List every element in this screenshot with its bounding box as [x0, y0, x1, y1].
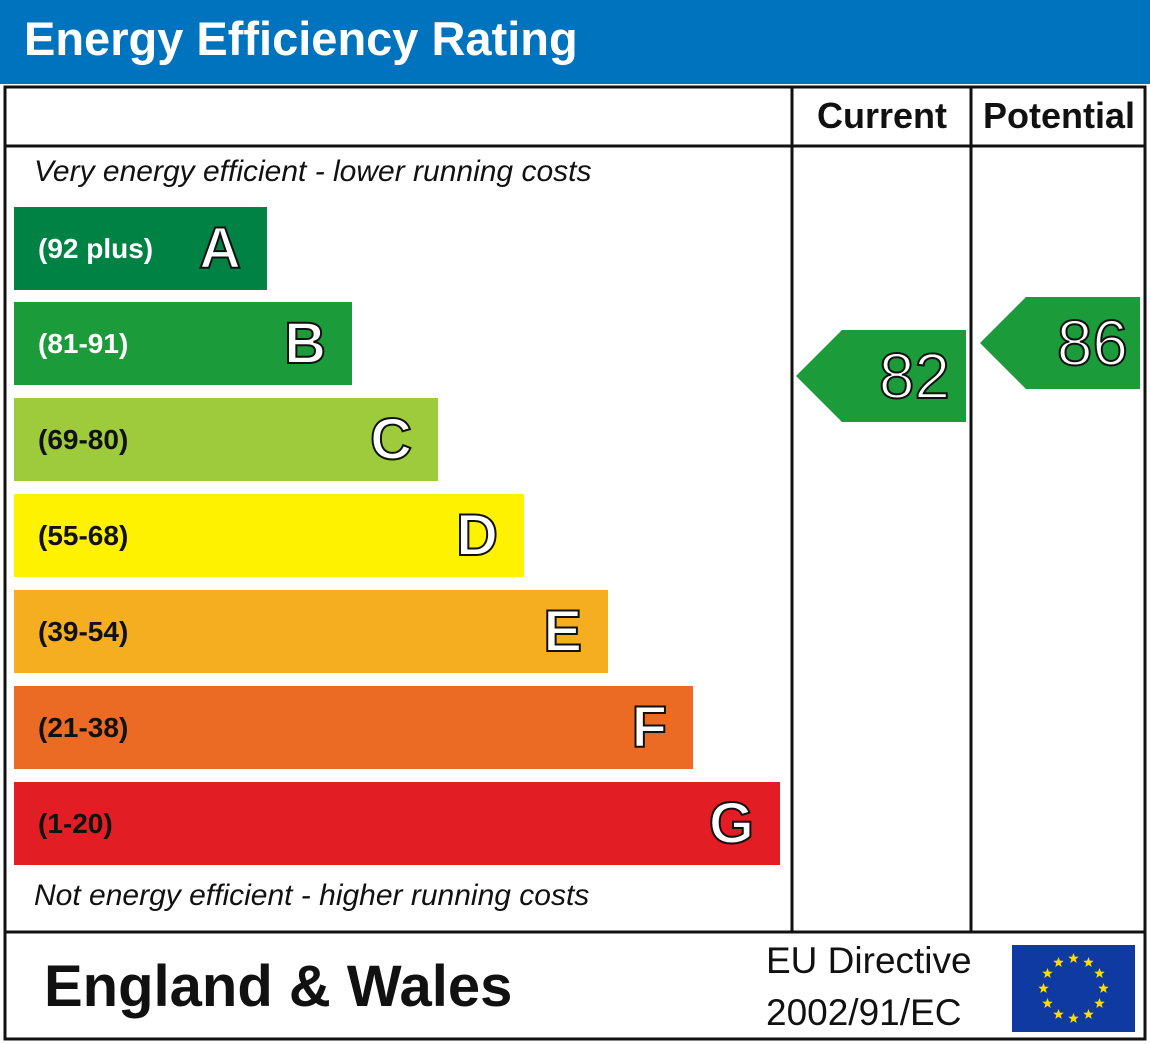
rating-band-f: (21-38) F	[14, 686, 693, 769]
star-icon	[1083, 1008, 1094, 1019]
directive-line-1: EU Directive	[766, 940, 972, 981]
current-arrow-shape	[796, 330, 966, 422]
directive-line-2: 2002/91/EC	[766, 992, 962, 1033]
outer-border	[3, 85, 1147, 1041]
band-letter: D	[455, 502, 499, 569]
star-icon	[1094, 968, 1105, 978]
band-letter: C	[369, 406, 413, 473]
band-letter: F	[631, 694, 668, 761]
potential-column-header: Potential	[982, 95, 1135, 136]
star-icon	[1042, 998, 1053, 1008]
rating-band-d: (55-68) D	[14, 494, 524, 577]
rating-band-a: (92 plus) A	[14, 207, 267, 290]
band-range-label: (1-20)	[38, 808, 113, 839]
band-range-label: (69-80)	[38, 424, 129, 455]
star-icon	[1053, 957, 1064, 967]
band-range-label: (55-68)	[38, 520, 129, 551]
star-icon	[1083, 957, 1094, 967]
potential-rating-arrow	[980, 297, 1140, 389]
current-rating-value: 82	[878, 339, 951, 413]
band-range-label: (21-38)	[38, 712, 129, 743]
star-icon	[1094, 998, 1105, 1008]
rating-band-g: (1-20) G	[14, 782, 780, 865]
current-column-header: Current	[816, 95, 947, 136]
header-bar: Energy Efficiency Rating	[0, 0, 1150, 84]
bottom-efficiency-note: Not energy efficient - higher running co…	[34, 879, 590, 912]
star-icon	[1053, 1008, 1064, 1019]
band-letter: A	[198, 215, 242, 282]
current-rating-arrow	[796, 330, 966, 422]
band-range-label: (92 plus)	[38, 233, 154, 264]
rating-table-frame	[3, 85, 1147, 1041]
rating-band-e: (39-54) E	[14, 590, 608, 673]
band-letter: G	[708, 790, 755, 857]
star-icon	[1042, 968, 1053, 978]
band-letter: B	[283, 310, 327, 377]
region-label: England & Wales	[44, 954, 513, 1019]
potential-rating-value: 86	[1056, 306, 1129, 380]
top-efficiency-note: Very energy efficient - lower running co…	[34, 155, 592, 188]
rating-band-b: (81-91) B	[14, 302, 352, 385]
eu-flag-icon	[1012, 945, 1135, 1032]
star-icon	[1068, 953, 1079, 963]
star-icon	[1038, 983, 1049, 993]
band-range-label: (39-54)	[38, 616, 129, 647]
star-icon	[1068, 1013, 1079, 1023]
star-icon	[1098, 983, 1109, 993]
chart-title: Energy Efficiency Rating	[24, 12, 578, 65]
band-range-label: (81-91)	[38, 328, 129, 359]
potential-arrow-shape	[980, 297, 1140, 389]
band-letter: E	[542, 598, 583, 665]
rating-band-c: (69-80) C	[14, 398, 438, 481]
